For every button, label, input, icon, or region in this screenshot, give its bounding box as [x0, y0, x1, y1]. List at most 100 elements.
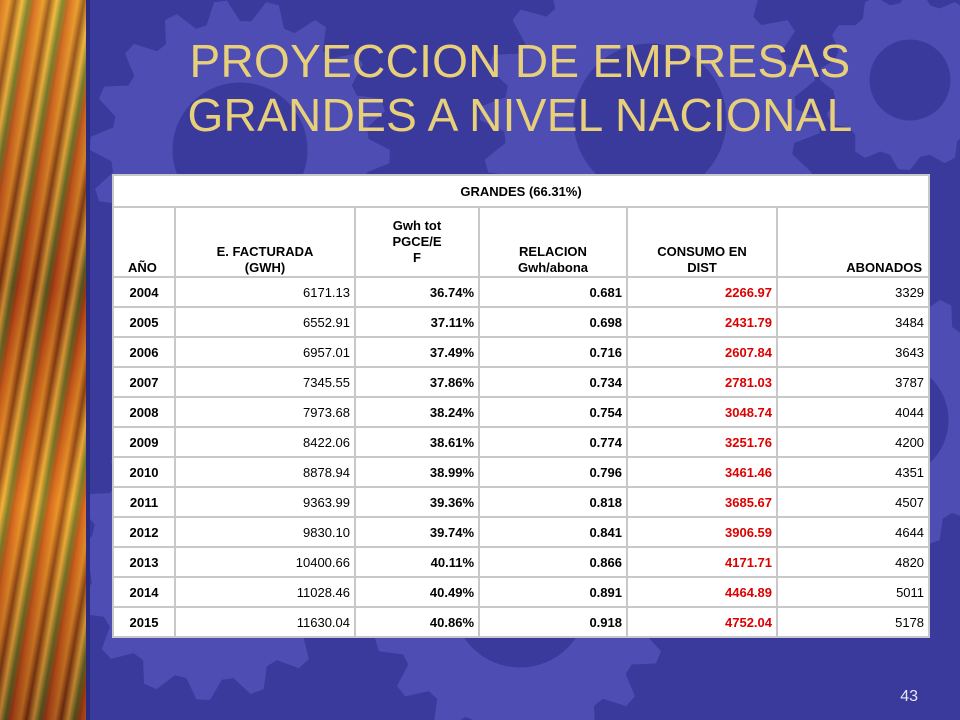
- cell-year: 2014: [112, 576, 176, 608]
- title-line-2: GRANDES A NIVEL NACIONAL: [187, 89, 853, 141]
- cell-facturada: 6552.91: [174, 306, 356, 338]
- table-row: 2005 6552.91 37.11% 0.698 2431.79 3484: [112, 306, 931, 338]
- cell-consumo: 3906.59: [626, 516, 778, 548]
- cell-abonados: 4820: [775, 546, 931, 578]
- projection-table: GRANDES (66.31%) AÑO E. FACTURADA (GWH) …: [111, 174, 931, 638]
- cell-relacion: 0.754: [478, 396, 628, 428]
- cell-pgce: 39.36%: [354, 486, 480, 518]
- cell-year: 2007: [112, 366, 176, 398]
- cell-abonados: 3329: [775, 276, 931, 308]
- table-row: 2010 8878.94 38.99% 0.796 3461.46 4351: [112, 456, 931, 488]
- gear-hub: [573, 43, 727, 197]
- cell-consumo: 2431.79: [626, 306, 778, 338]
- cell-pgce: 37.86%: [354, 366, 480, 398]
- table-row: 2015 11630.04 40.86% 0.918 4752.04 5178: [112, 606, 931, 638]
- cell-consumo: 2607.84: [626, 336, 778, 368]
- column-header-year: AÑO: [112, 206, 176, 278]
- cell-relacion: 0.841: [478, 516, 628, 548]
- cell-consumo: 3685.67: [626, 486, 778, 518]
- cell-consumo: 4752.04: [626, 606, 778, 638]
- cell-relacion: 0.866: [478, 546, 628, 578]
- cell-relacion: 0.796: [478, 456, 628, 488]
- table-row: 2014 11028.46 40.49% 0.891 4464.89 5011: [112, 576, 931, 608]
- cell-consumo: 4464.89: [626, 576, 778, 608]
- cell-relacion: 0.818: [478, 486, 628, 518]
- cell-pgce: 40.11%: [354, 546, 480, 578]
- cell-facturada: 8878.94: [174, 456, 356, 488]
- cell-year: 2012: [112, 516, 176, 548]
- cell-facturada: 9363.99: [174, 486, 356, 518]
- table-row: 2007 7345.55 37.86% 0.734 2781.03 3787: [112, 366, 931, 398]
- table-row: 2009 8422.06 38.61% 0.774 3251.76 4200: [112, 426, 931, 458]
- cell-year: 2005: [112, 306, 176, 338]
- cell-relacion: 0.716: [478, 336, 628, 368]
- cell-pgce: 38.24%: [354, 396, 480, 428]
- cell-pgce: 40.49%: [354, 576, 480, 608]
- cell-consumo: 3048.74: [626, 396, 778, 428]
- cell-abonados: 3643: [775, 336, 931, 368]
- title-line-1: PROYECCION DE EMPRESAS: [189, 35, 851, 87]
- cell-consumo: 2781.03: [626, 366, 778, 398]
- cell-abonados: 4507: [775, 486, 931, 518]
- cell-year: 2008: [112, 396, 176, 428]
- cell-facturada: 7345.55: [174, 366, 356, 398]
- cell-facturada: 10400.66: [174, 546, 356, 578]
- cell-relacion: 0.891: [478, 576, 628, 608]
- cell-facturada: 11630.04: [174, 606, 356, 638]
- side-texture-image: [0, 0, 86, 720]
- cell-facturada: 8422.06: [174, 426, 356, 458]
- column-header-relacion: RELACION Gwh/abona: [478, 206, 628, 278]
- table-row: 2013 10400.66 40.11% 0.866 4171.71 4820: [112, 546, 931, 578]
- cell-pgce: 40.86%: [354, 606, 480, 638]
- table-row: 2011 9363.99 39.36% 0.818 3685.67 4507: [112, 486, 931, 518]
- cell-year: 2013: [112, 546, 176, 578]
- table-row: 2012 9830.10 39.74% 0.841 3906.59 4644: [112, 516, 931, 548]
- cell-consumo: 2266.97: [626, 276, 778, 308]
- gear-hub: [869, 39, 951, 121]
- cell-consumo: 4171.71: [626, 546, 778, 578]
- table-group-header: GRANDES (66.31%): [111, 174, 931, 208]
- column-header-facturada: E. FACTURADA (GWH): [174, 206, 356, 278]
- cell-abonados: 4351: [775, 456, 931, 488]
- cell-relacion: 0.734: [478, 366, 628, 398]
- cell-relacion: 0.918: [478, 606, 628, 638]
- cell-abonados: 5178: [775, 606, 931, 638]
- column-header-abonados: ABONADOS: [775, 206, 931, 278]
- cell-year: 2004: [112, 276, 176, 308]
- side-divider: [86, 0, 90, 720]
- table-row: 2006 6957.01 37.49% 0.716 2607.84 3643: [112, 336, 931, 368]
- cell-pgce: 38.99%: [354, 456, 480, 488]
- cell-year: 2009: [112, 426, 176, 458]
- cell-abonados: 4644: [775, 516, 931, 548]
- cell-relacion: 0.774: [478, 426, 628, 458]
- cell-year: 2010: [112, 456, 176, 488]
- cell-pgce: 36.74%: [354, 276, 480, 308]
- cell-facturada: 6171.13: [174, 276, 356, 308]
- cell-relacion: 0.681: [478, 276, 628, 308]
- cell-consumo: 3251.76: [626, 426, 778, 458]
- cell-abonados: 3787: [775, 366, 931, 398]
- cell-relacion: 0.698: [478, 306, 628, 338]
- cell-facturada: 6957.01: [174, 336, 356, 368]
- cell-year: 2011: [112, 486, 176, 518]
- table-row: 2004 6171.13 36.74% 0.681 2266.97 3329: [112, 276, 931, 308]
- cell-pgce: 39.74%: [354, 516, 480, 548]
- cell-abonados: 4044: [775, 396, 931, 428]
- cell-year: 2006: [112, 336, 176, 368]
- cell-year: 2015: [112, 606, 176, 638]
- cell-facturada: 7973.68: [174, 396, 356, 428]
- cell-abonados: 5011: [775, 576, 931, 608]
- cell-pgce: 37.49%: [354, 336, 480, 368]
- column-header-pgce: Gwh tot PGCE/E F: [354, 206, 480, 278]
- table-row: 2008 7973.68 38.24% 0.754 3048.74 4044: [112, 396, 931, 428]
- cell-facturada: 9830.10: [174, 516, 356, 548]
- cell-consumo: 3461.46: [626, 456, 778, 488]
- slide-title: PROYECCION DE EMPRESAS GRANDES A NIVEL N…: [95, 34, 945, 142]
- cell-facturada: 11028.46: [174, 576, 356, 608]
- cell-pgce: 38.61%: [354, 426, 480, 458]
- cell-abonados: 3484: [775, 306, 931, 338]
- cell-pgce: 37.11%: [354, 306, 480, 338]
- table-body: 2004 6171.13 36.74% 0.681 2266.97 3329 2005 655…: [112, 276, 931, 638]
- page-number: 43: [900, 688, 918, 705]
